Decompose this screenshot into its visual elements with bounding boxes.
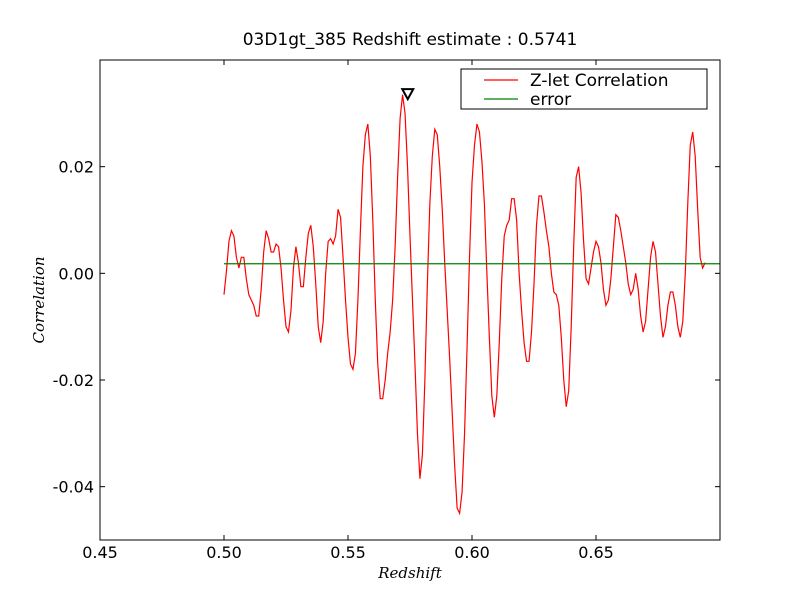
series-layer [223, 94, 720, 516]
y-tick-label: 0.02 [58, 158, 94, 177]
x-tick-label: 0.65 [578, 543, 614, 562]
legend: Z-let Correlation error [460, 68, 708, 110]
y-tick-label: -0.04 [53, 478, 94, 497]
legend-box [460, 68, 708, 110]
x-axis-ticks: 0.45 0.50 0.55 0.60 0.65 [82, 60, 614, 562]
legend-label-z-let-correlation: Z-let Correlation [530, 71, 668, 91]
x-tick-label: 0.55 [330, 543, 366, 562]
marker-layer [400, 88, 415, 102]
legend-label-error: error [530, 90, 571, 110]
series-line-z-let-correlation [223, 94, 706, 516]
y-tick-label: 0.00 [58, 264, 94, 283]
x-tick-label: 0.45 [82, 543, 118, 562]
chart-title: 03D1gt_385 Redshift estimate : 0.5741 [243, 30, 578, 50]
plot-frame [99, 59, 721, 541]
redshift-estimate-marker [400, 88, 415, 102]
y-axis-ticks: -0.04 -0.02 0.00 0.02 [53, 158, 720, 497]
plot-area [100, 60, 720, 540]
x-tick-label: 0.60 [454, 543, 490, 562]
x-tick-label: 0.50 [206, 543, 242, 562]
x-axis-label: Redshift [377, 564, 442, 582]
y-tick-label: -0.02 [53, 371, 94, 390]
y-axis-label: Correlation [30, 257, 48, 344]
